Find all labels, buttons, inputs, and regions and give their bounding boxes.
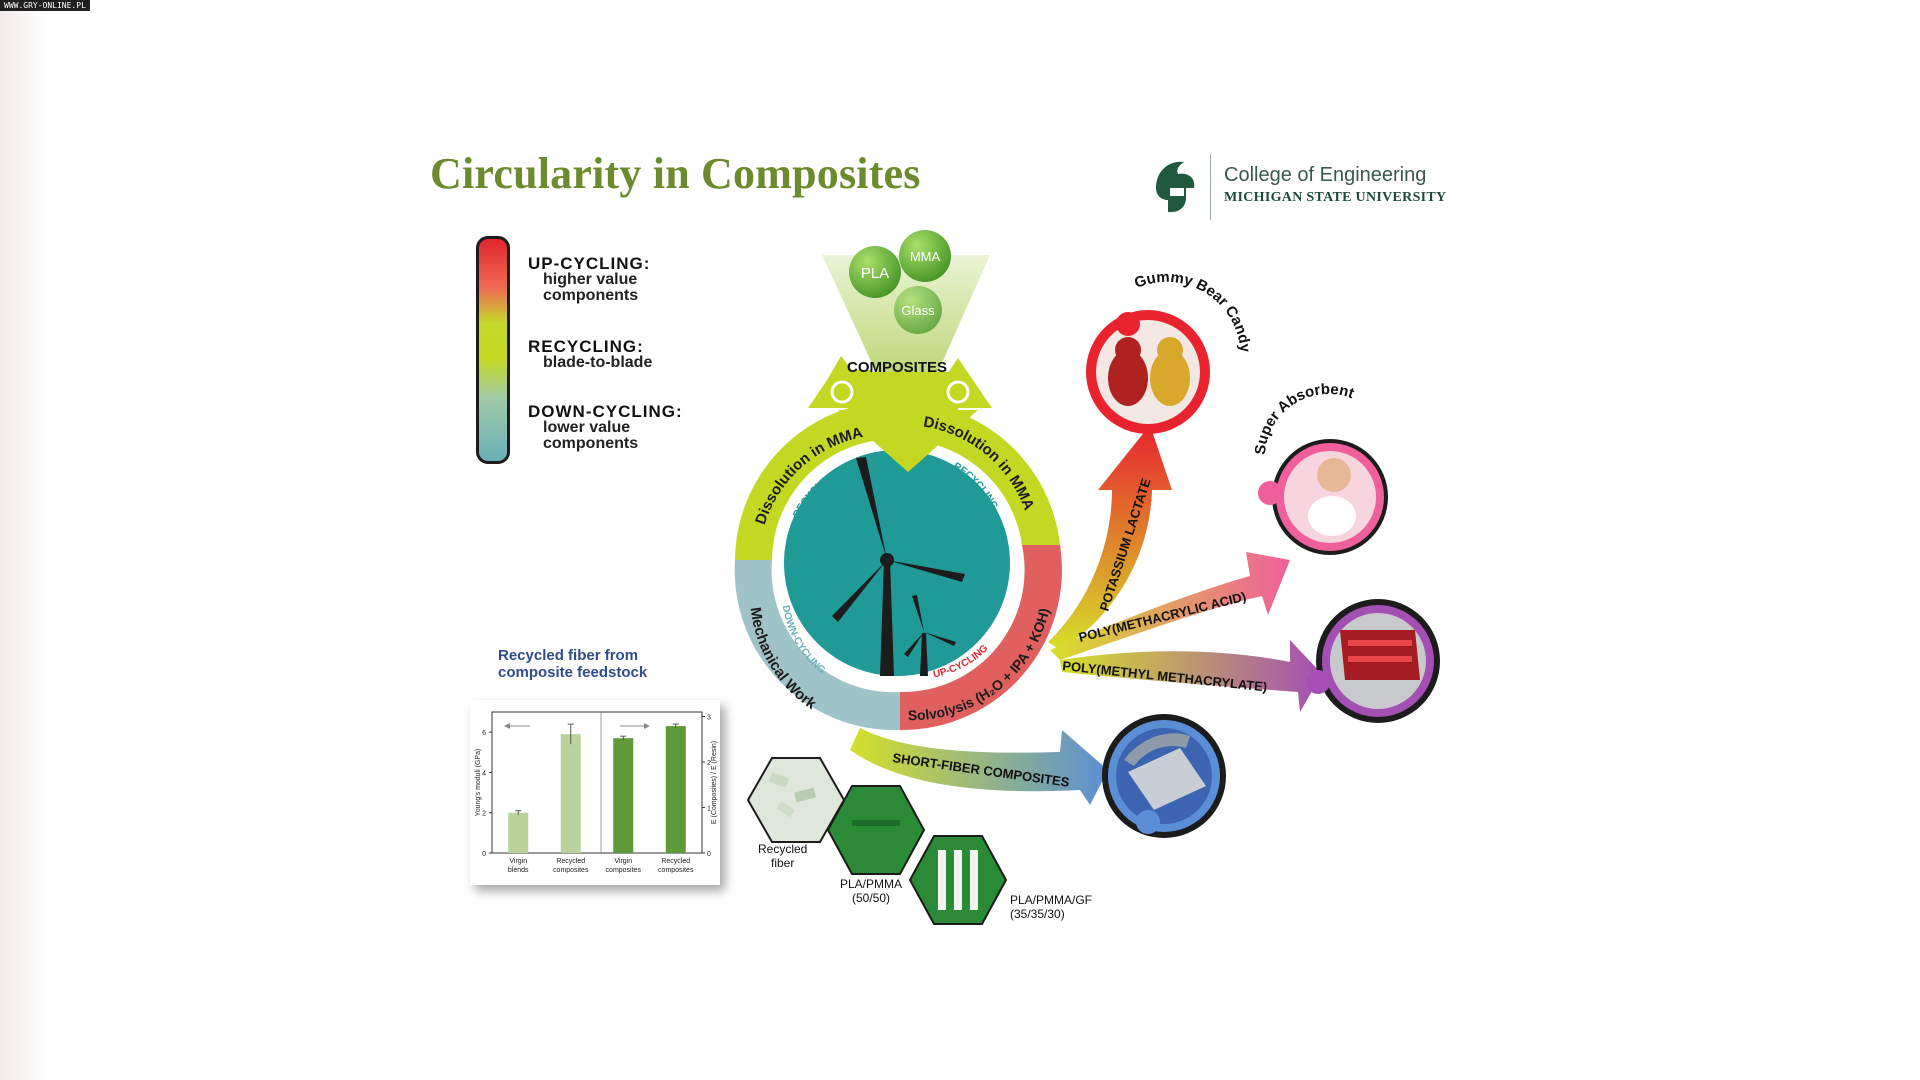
spartan-helmet-icon — [1156, 161, 1195, 212]
pla-pmma-label: PLA/PMMA (50/50) — [840, 877, 902, 905]
ball-glass-label: Glass — [901, 303, 935, 318]
pla-pmma-gf-label: PLA/PMMA/GF (35/35/30) — [1010, 893, 1092, 921]
bar-2 — [613, 738, 634, 853]
recycle-badge-super — [1258, 481, 1282, 505]
legend-downcycling: DOWN-CYCLING: lower value components — [528, 402, 683, 452]
left-indicator-arrowhead — [504, 723, 510, 729]
recycled-fiber-sample — [746, 757, 846, 843]
pla-pmma-label-2: (50/50) — [851, 891, 891, 905]
modulus-bar-chart: Recycled fiber from composite feedstock … — [470, 645, 740, 895]
chart-plot-frame — [491, 711, 703, 854]
ball-mma — [899, 230, 951, 282]
recycle-icon-right — [946, 380, 970, 404]
left-edge-shadow — [0, 0, 46, 1080]
y-tick-label-3: 6 — [482, 730, 486, 737]
legend-upcycling: UP-CYCLING: higher value components — [528, 254, 651, 304]
right-tick-label-1: 1 — [707, 806, 711, 813]
ball-pla-label: PLA — [861, 265, 889, 282]
x-tick-label-3-line-1: Recycled — [661, 858, 690, 865]
pla-pmma-gf-sample — [908, 835, 1008, 925]
chart-caption-line-2: composite feedstock — [498, 664, 648, 681]
arrow-pmma — [1060, 640, 1322, 712]
logo-university: MICHIGAN STATE UNIVERSITY — [1224, 190, 1447, 205]
legend-upcycling-sub-2: components — [543, 287, 639, 304]
recycle-badge-telephone — [1136, 810, 1160, 834]
logo-college: College of Engineering — [1224, 164, 1427, 186]
pla-pmma-label-1: PLA/PMMA — [840, 877, 903, 891]
super-absorbent-circle — [1258, 439, 1388, 555]
composites-label: COMPOSITES — [847, 359, 947, 376]
legend-recycling-head: RECYCLING: — [528, 337, 644, 356]
x-tick-label-3-line-2: composites — [658, 867, 694, 874]
recycle-badge-tail-light — [1306, 670, 1330, 694]
y-tick-label-2: 4 — [482, 770, 486, 777]
ring-downcycling — [734, 560, 900, 731]
legend-gradient-bar — [476, 236, 510, 464]
legend-recycling: RECYCLING: blade-to-blade — [528, 337, 653, 371]
legend-downcycling-sub-2: components — [543, 435, 639, 452]
pla-pmma-gf-label-2: (35/35/30) — [1010, 907, 1065, 921]
x-tick-label-0-line-2: blends — [508, 867, 529, 874]
arrow-short-fiber — [850, 728, 1108, 805]
recycle-badge-gummy — [1116, 312, 1140, 336]
gummy-bear-circle — [1086, 310, 1210, 434]
y-tick-label-0: 0 — [482, 851, 486, 858]
ball-pla — [849, 246, 901, 298]
x-tick-label-1-line-1: Recycled — [556, 858, 585, 865]
legend-recycling-sub-1: blade-to-blade — [543, 354, 653, 371]
right-tick-label-0: 0 — [707, 851, 711, 858]
watermark: WWW.GRY-ONLINE.PL — [0, 0, 90, 11]
arrow-potassium-lactate — [1048, 425, 1172, 650]
y-axis-label: Young's moduli (GPa) — [475, 749, 482, 817]
color-legend: UP-CYCLING: higher value components RECY… — [476, 236, 736, 470]
recycle-icon-left — [830, 380, 854, 404]
ball-glass — [894, 286, 942, 334]
right-axis-label: E (Composites) / E (Resin) — [711, 741, 718, 824]
x-tick-label-2-line-2: composites — [606, 867, 642, 874]
recycled-fiber-label-1: Recycled — [758, 842, 808, 856]
chart-svg: 0 2 4 6 0 1 2 3 Young's moduli (GPa) E (Composite… — [475, 711, 718, 874]
slide-title: Circularity in Composites — [430, 149, 921, 198]
chart-frame: 0 2 4 6 0 1 2 3 Young's moduli (GPa) E (Composite… — [470, 700, 720, 885]
msu-logo: College of Engineering MICHIGAN STATE UN… — [1148, 154, 1468, 224]
recycled-fiber-label: Recycled fiber — [758, 842, 807, 870]
chart-caption: Recycled fiber from composite feedstock — [498, 647, 647, 681]
ring-recycling-left — [735, 402, 880, 560]
x-tick-label-0-line-1: Virgin — [509, 858, 527, 865]
bar-3 — [665, 726, 686, 853]
legend-downcycling-sub-1: lower value — [543, 419, 631, 436]
right-indicator-arrowhead — [644, 723, 650, 729]
legend-upcycling-sub-1: higher value — [543, 271, 638, 288]
x-tick-label-2-line-1: Virgin — [614, 858, 632, 865]
tail-light-circle — [1306, 599, 1440, 723]
bar-0 — [508, 812, 529, 853]
legend-upcycling-head: UP-CYCLING: — [528, 254, 651, 273]
right-tick-label-3: 3 — [707, 715, 711, 722]
bar-1 — [560, 734, 581, 853]
y-tick-label-1: 2 — [482, 811, 486, 818]
turbine-background — [784, 450, 1010, 676]
wind-turbine-icon — [832, 457, 965, 676]
logo-divider — [1210, 154, 1211, 220]
telephone-circle — [1102, 714, 1226, 838]
ball-mma-label: MMA — [910, 249, 941, 264]
pla-pmma-sample — [826, 785, 926, 875]
ring-upcycling — [900, 545, 1062, 731]
chart-caption-line-1: Recycled fiber from — [498, 647, 639, 664]
right-tick-label-2: 2 — [707, 760, 711, 767]
arrow-poly-methacrylic-acid — [1050, 552, 1290, 660]
legend-downcycling-head: DOWN-CYCLING: — [528, 402, 683, 421]
x-tick-label-1-line-2: composites — [553, 867, 589, 874]
pla-pmma-gf-label-1: PLA/PMMA/GF — [1010, 893, 1093, 907]
recycled-fiber-label-2: fiber — [771, 856, 795, 870]
